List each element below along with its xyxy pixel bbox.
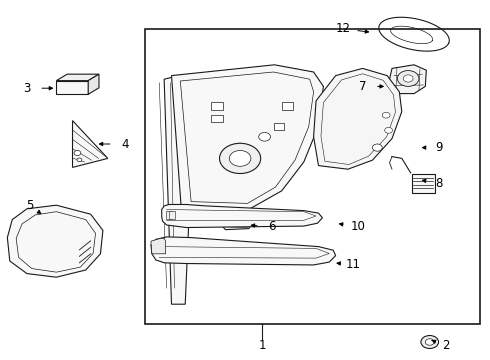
Polygon shape: [274, 123, 284, 130]
Polygon shape: [56, 81, 88, 94]
Polygon shape: [314, 68, 402, 169]
Circle shape: [397, 71, 419, 86]
Polygon shape: [221, 216, 252, 230]
Circle shape: [372, 144, 382, 151]
Polygon shape: [172, 65, 323, 209]
Text: 1: 1: [258, 339, 266, 352]
Text: 6: 6: [268, 220, 276, 233]
Text: 12: 12: [336, 22, 350, 35]
Bar: [412, 174, 435, 193]
Circle shape: [259, 132, 270, 141]
Circle shape: [382, 112, 390, 118]
Polygon shape: [151, 238, 166, 254]
Polygon shape: [169, 211, 175, 219]
Text: 5: 5: [25, 199, 33, 212]
Circle shape: [74, 150, 81, 156]
Polygon shape: [162, 204, 322, 228]
Bar: [145, 29, 480, 324]
Polygon shape: [73, 121, 108, 167]
Text: 4: 4: [121, 138, 129, 150]
Circle shape: [229, 150, 251, 166]
Text: 11: 11: [345, 258, 360, 271]
Circle shape: [220, 143, 261, 174]
Polygon shape: [164, 76, 191, 304]
Circle shape: [421, 336, 439, 348]
Polygon shape: [56, 74, 99, 81]
Text: 8: 8: [435, 177, 442, 190]
Text: 9: 9: [435, 141, 442, 154]
Text: 3: 3: [23, 82, 31, 95]
Polygon shape: [211, 115, 223, 122]
Circle shape: [385, 127, 392, 133]
Circle shape: [403, 75, 413, 82]
Polygon shape: [88, 74, 99, 94]
Polygon shape: [7, 205, 103, 277]
Polygon shape: [390, 65, 426, 94]
Polygon shape: [151, 237, 336, 265]
Text: 7: 7: [359, 80, 367, 93]
Text: 10: 10: [350, 220, 365, 233]
Polygon shape: [211, 102, 223, 110]
Polygon shape: [282, 102, 293, 110]
Circle shape: [425, 339, 434, 345]
Polygon shape: [166, 211, 171, 219]
Text: 2: 2: [442, 339, 450, 352]
Circle shape: [77, 158, 82, 162]
